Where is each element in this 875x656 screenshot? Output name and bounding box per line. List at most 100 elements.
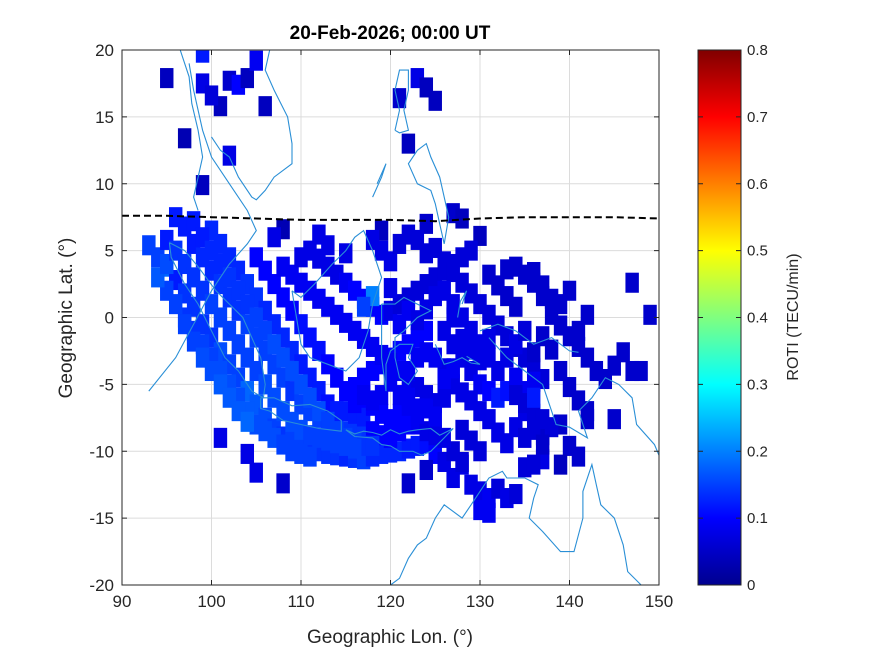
roti-cells — [142, 50, 657, 523]
chart-title: 20-Feb-2026; 00:00 UT — [290, 23, 491, 44]
roti-cell — [526, 342, 541, 363]
roti-cell — [383, 251, 398, 272]
roti-cell — [365, 435, 380, 456]
roti-cell — [544, 339, 559, 360]
coastline — [381, 296, 433, 392]
magnetic-equator-line — [122, 214, 659, 223]
roti-cell — [249, 50, 263, 71]
x-tick-label: 150 — [645, 592, 673, 611]
coastline — [488, 337, 659, 456]
colorbar-tick-label: 0.2 — [747, 443, 768, 460]
roti-cell — [428, 406, 442, 427]
roti-cell — [526, 387, 541, 408]
roti-cell — [312, 224, 326, 245]
roti-cell — [544, 417, 559, 438]
roti-cell — [383, 278, 398, 299]
coastline — [291, 229, 383, 372]
coastline — [168, 242, 266, 399]
coastline — [407, 142, 450, 245]
x-tick-label: 110 — [287, 592, 314, 611]
roti-cell — [168, 294, 183, 315]
roti-cell — [240, 68, 255, 89]
roti-cell — [195, 50, 210, 63]
roti-cell — [625, 272, 639, 293]
colorbar-tick-label: 0 — [747, 577, 755, 594]
colorbar-label: ROTI (TECU/min) — [785, 253, 802, 380]
coastline — [479, 323, 579, 353]
colorbar-tick-label: 0.8 — [747, 42, 768, 59]
roti-cell — [258, 96, 272, 117]
y-tick-label: -20 — [89, 576, 114, 595]
roti-cell — [535, 434, 550, 455]
roti-cell — [455, 208, 469, 229]
colorbar-tick-label: 0.7 — [747, 109, 768, 126]
roti-cell — [571, 320, 586, 341]
roti-cell — [518, 427, 532, 448]
roti-cell — [177, 314, 192, 335]
coastline — [394, 69, 410, 134]
roti-cell — [177, 128, 192, 149]
colorbar-tick-label: 0.5 — [747, 243, 768, 260]
y-tick-label: 0 — [105, 309, 114, 328]
roti-cell — [356, 296, 371, 317]
roti-cell — [276, 473, 290, 494]
roti-cell — [473, 441, 487, 462]
x-axis-label: Geographic Lon. (°) — [307, 627, 473, 648]
coastline — [372, 163, 387, 198]
roti-cell — [446, 358, 460, 379]
roti-cell — [455, 451, 469, 472]
roti-cell — [186, 331, 201, 352]
roti-cell — [240, 443, 255, 464]
y-tick-label: -5 — [99, 375, 114, 394]
coastline — [390, 504, 472, 585]
colorbar-tick-label: 0.1 — [747, 510, 768, 527]
roti-cell — [419, 342, 434, 363]
coastline — [470, 462, 642, 585]
roti-cell — [455, 328, 469, 349]
y-axis-ticks: -20 -15 -10 -5 0 5 10 15 20 — [89, 41, 659, 595]
roti-cell — [356, 385, 371, 406]
coastline — [260, 397, 342, 432]
y-tick-label: 10 — [95, 175, 114, 194]
roti-cell — [464, 240, 478, 261]
roti-cell — [347, 438, 362, 459]
colorbar-tick-label: 0.4 — [747, 310, 768, 327]
coastline — [148, 63, 257, 392]
x-tick-label: 130 — [466, 592, 494, 611]
coastline — [265, 50, 284, 51]
roti-cell — [500, 433, 514, 454]
roti-cell — [240, 411, 255, 432]
roti-cell — [446, 307, 460, 328]
coastline — [211, 50, 293, 201]
roti-cell — [410, 398, 425, 419]
roti-cell — [643, 304, 657, 325]
coastline — [345, 427, 454, 456]
roti-cell — [249, 462, 263, 483]
roti-cell — [473, 500, 487, 521]
roti-cell — [204, 85, 219, 106]
x-tick-label: 100 — [197, 592, 225, 611]
roti-cell — [562, 280, 577, 301]
y-tick-label: 5 — [105, 242, 114, 261]
roti-cell — [553, 454, 568, 475]
roti-cell — [195, 175, 210, 196]
y-axis-label: Geographic Lat. (°) — [56, 238, 77, 399]
x-tick-label: 120 — [376, 592, 404, 611]
roti-cell — [518, 320, 532, 341]
roti-cell — [401, 473, 416, 494]
y-tick-label: 15 — [95, 108, 114, 127]
coastline — [179, 50, 204, 211]
roti-cell — [553, 360, 568, 382]
coastline — [457, 290, 468, 318]
x-tick-label: 140 — [555, 592, 583, 611]
roti-cell — [222, 145, 237, 166]
roti-cell — [607, 409, 621, 430]
roti-cell — [267, 227, 281, 248]
colorbar-tick-label: 0.6 — [747, 176, 768, 193]
roti-cell — [634, 360, 648, 382]
roti-cell — [419, 213, 434, 234]
roti-cell — [160, 68, 174, 89]
coastline — [434, 344, 481, 365]
roti-cell — [526, 454, 541, 475]
